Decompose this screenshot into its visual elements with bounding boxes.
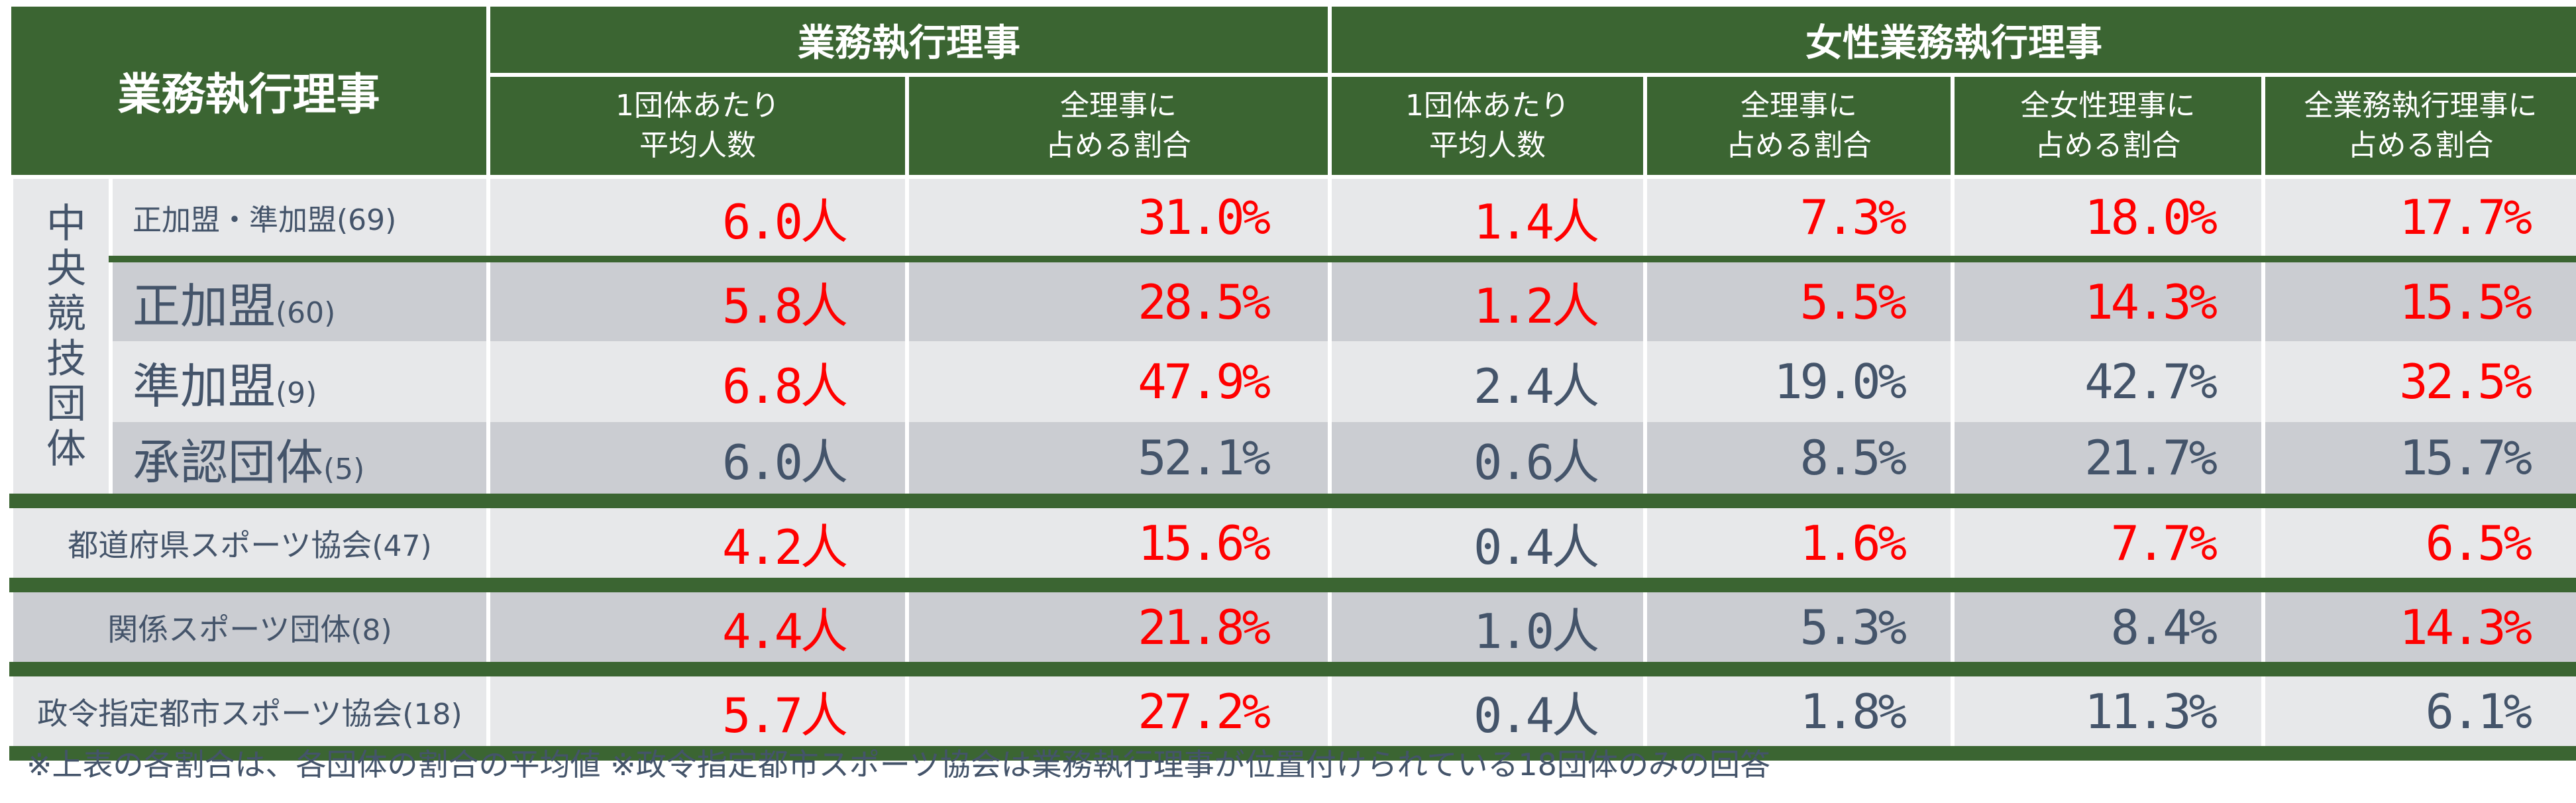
executive-directors-table: 業務執行理事 業務執行理事 女性業務執行理事 1団体あたり 平均人数 全理事に 占める… [9,3,2576,761]
value-cell: 18.0% [1951,177,2265,262]
row-label-count: (47) [372,529,432,563]
column-header-line: 占める割合 [2035,129,2181,162]
column-header: 全理事に 占める割合 [1643,73,1955,179]
group-header-executive: 業務執行理事 [486,3,1332,77]
table-row: 準加盟(9) 6.8人 47.9% 2.4人 19.0% 42.7% 32.5% [11,341,2576,422]
table-row: 関係スポーツ団体(8) 4.4人 21.8% 1.0人 5.3% 8.4% 14.3% [9,585,2576,676]
group-label-central-federations: 中央競技団体 [9,177,113,508]
value-cell: 1.0人 [1328,585,1647,676]
value-cell: 5.3% [1643,585,1955,676]
group-header-female-executive: 女性業務執行理事 [1328,3,2576,77]
value-cell: 0.6人 [1328,422,1647,508]
value-cell: 8.5% [1643,422,1955,508]
column-header: 1団体あたり 平均人数 [1328,73,1647,179]
table-row: 正加盟(60) 5.8人 28.5% 1.2人 5.5% 14.3% 15.5% [11,259,2576,341]
column-header-line: 平均人数 [1429,129,1546,162]
value-cell: 15.7% [2261,422,2576,508]
value-cell: 14.3% [2261,585,2576,676]
value-cell: 15.5% [2261,259,2576,341]
value-cell: 21.8% [905,585,1332,676]
column-header-line: 占める割合 [2347,129,2494,162]
value-cell: 1.6% [1643,501,1955,592]
row-label-name: 関係スポーツ団体 [107,611,351,647]
column-header-line: 1団体あたり [616,89,780,123]
row-label-count: (8) [350,613,392,647]
value-cell: 28.5% [905,259,1332,341]
corner-header: 業務執行理事 [11,3,490,179]
row-label: 正加盟(60) [109,259,490,341]
value-cell: 32.5% [2261,341,2576,422]
value-cell: 6.8人 [486,341,909,422]
value-cell: 1.2人 [1328,259,1647,341]
row-label-name: 政令指定都市スポーツ協会 [37,695,403,731]
column-header-line: 占める割合 [1726,129,1872,162]
row-label: 準加盟(9) [109,341,490,422]
value-cell: 6.5% [2261,501,2576,592]
row-label: 政令指定都市スポーツ協会(18) [9,669,490,761]
row-label-count: (69) [337,203,397,237]
column-header-line: 全理事に [1060,89,1177,123]
value-cell: 1.8% [1643,669,1955,761]
value-cell: 15.6% [905,501,1332,592]
value-cell: 52.1% [905,422,1332,508]
table-row: 中央競技団体 正加盟・準加盟(69) 6.0人 31.0% 1.4人 7.3% 18.0% 1… [9,177,2576,508]
value-cell: 4.2人 [486,501,909,592]
column-header: 全女性理事に 占める割合 [1951,73,2265,179]
row-label-name: 都道府県スポーツ協会 [68,527,372,563]
row-label-count: (9) [276,376,317,410]
value-cell: 19.0% [1643,341,1955,422]
column-header: 全業務執行理事に 占める割合 [2261,73,2576,179]
footnote: ※上表の各割合は、各団体の割合の平均値 ※政令指定都市スポーツ協会は業務執行理事… [27,747,1770,782]
row-label-name: 準加盟 [133,358,276,414]
column-header-line: 平均人数 [639,129,756,162]
value-cell: 42.7% [1951,341,2265,422]
row-label: 都道府県スポーツ協会(47) [9,501,490,592]
row-label: 承認団体(5) [109,422,490,508]
row-label-count: (5) [323,452,365,486]
value-cell: 6.1% [2261,669,2576,761]
row-label-name: 正加盟・準加盟 [133,203,337,237]
value-cell: 21.7% [1951,422,2265,508]
value-cell: 5.7人 [486,669,909,761]
column-header-line: 全女性理事に [2020,89,2196,123]
value-cell: 6.0人 [486,177,909,262]
value-cell: 31.0% [905,177,1332,262]
row-label-count: (18) [402,697,462,731]
value-cell: 14.3% [1951,259,2265,341]
value-cell: 5.8人 [486,259,909,341]
value-cell: 6.0人 [486,422,909,508]
column-header: 全理事に 占める割合 [905,73,1332,179]
row-label: 正加盟・準加盟(69) [109,177,490,262]
column-header-line: 1団体あたり [1405,89,1570,123]
column-header-line: 占める割合 [1046,129,1191,162]
value-cell: 11.3% [1951,669,2265,761]
value-cell: 47.9% [905,341,1332,422]
value-cell: 8.4% [1951,585,2265,676]
row-label-name: 正加盟 [133,278,276,334]
column-header: 1団体あたり 平均人数 [486,73,909,179]
row-label-name: 承認団体 [133,434,324,490]
value-cell: 2.4人 [1328,341,1647,422]
column-header-line: 全業務執行理事に [2304,89,2538,123]
table-row: 政令指定都市スポーツ協会(18) 5.7人 27.2% 0.4人 1.8% 11.3% 6.… [9,669,2576,761]
value-cell: 5.5% [1643,259,1955,341]
value-cell: 7.3% [1643,177,1955,262]
value-cell: 0.4人 [1328,501,1647,592]
value-cell: 27.2% [905,669,1332,761]
value-cell: 4.4人 [486,585,909,676]
value-cell: 17.7% [2261,177,2576,262]
value-cell: 0.4人 [1328,669,1647,761]
row-label: 関係スポーツ団体(8) [9,585,490,676]
table-row: 承認団体(5) 6.0人 52.1% 0.6人 8.5% 21.7% 15.7% [11,422,2576,508]
column-header-line: 全理事に [1741,89,1857,123]
table-row: 都道府県スポーツ協会(47) 4.2人 15.6% 0.4人 1.6% 7.7% 6.5% [9,501,2576,592]
row-label-count: (60) [276,296,336,330]
value-cell: 1.4人 [1328,177,1647,262]
value-cell: 7.7% [1951,501,2265,592]
